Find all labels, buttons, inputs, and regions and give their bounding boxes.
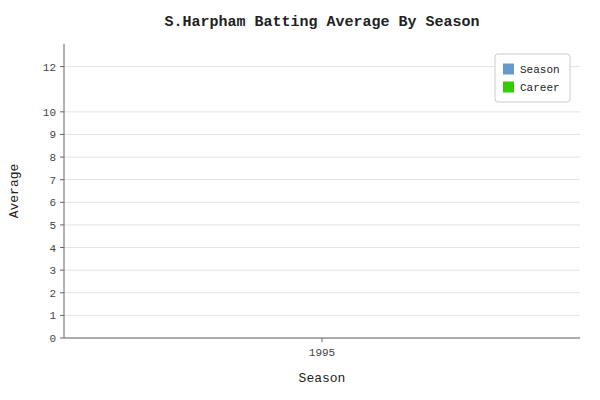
tick-mark — [60, 292, 64, 293]
title: S.Harpham Batting Average By Season — [164, 14, 479, 31]
tick-label: 9 — [49, 129, 56, 141]
tick-mark — [60, 111, 64, 112]
tick-mark — [60, 247, 64, 248]
tick-mark — [322, 338, 323, 342]
legend-label: Season — [520, 64, 560, 76]
tick-mark — [60, 338, 64, 339]
legend-swatch — [503, 82, 514, 93]
tick-mark — [60, 134, 64, 135]
tick-label: 0 — [49, 333, 56, 345]
legend: Season Career — [495, 54, 570, 102]
tick-mark — [60, 270, 64, 271]
tick-label: 3 — [49, 265, 56, 277]
grid-line — [64, 179, 580, 180]
tick-label: 7 — [49, 175, 56, 187]
tick-mark — [60, 224, 64, 225]
tick-label: 6 — [49, 197, 56, 209]
grid-line — [64, 338, 580, 339]
grid-line — [64, 111, 580, 112]
tick-label: 4 — [49, 243, 56, 255]
tick-label: 1 — [49, 310, 56, 322]
tick-mark — [60, 179, 64, 180]
axes: 012345678910121995 — [43, 44, 580, 359]
grid-line — [64, 247, 580, 248]
tick-mark — [60, 315, 64, 316]
tick-mark — [60, 157, 64, 158]
legend-swatch — [503, 64, 514, 75]
grid-line — [64, 224, 580, 225]
tick-mark — [60, 66, 64, 67]
grid-line — [64, 292, 580, 293]
x-axis-label: Season — [299, 371, 346, 386]
grid-line — [64, 134, 580, 135]
legend-label: Career — [520, 82, 560, 94]
grid-line — [64, 270, 580, 271]
y-axis-label: Average — [7, 164, 22, 219]
chart: S.Harpham Batting Average By Season01234… — [0, 0, 600, 400]
grid-line — [64, 202, 580, 203]
tick-label: 2 — [49, 288, 56, 300]
tick-label: 10 — [43, 107, 56, 119]
grid-line — [64, 157, 580, 158]
x-axis-line — [64, 338, 580, 339]
tick-label: 8 — [49, 152, 56, 164]
tick-label: 12 — [43, 62, 56, 74]
y-axis-line — [64, 44, 65, 338]
grid — [64, 67, 580, 338]
legend-box — [495, 54, 570, 102]
grid-line — [64, 315, 580, 316]
tick-label: 5 — [49, 220, 56, 232]
tick-mark — [60, 202, 64, 203]
tick-label: 1995 — [309, 347, 335, 359]
